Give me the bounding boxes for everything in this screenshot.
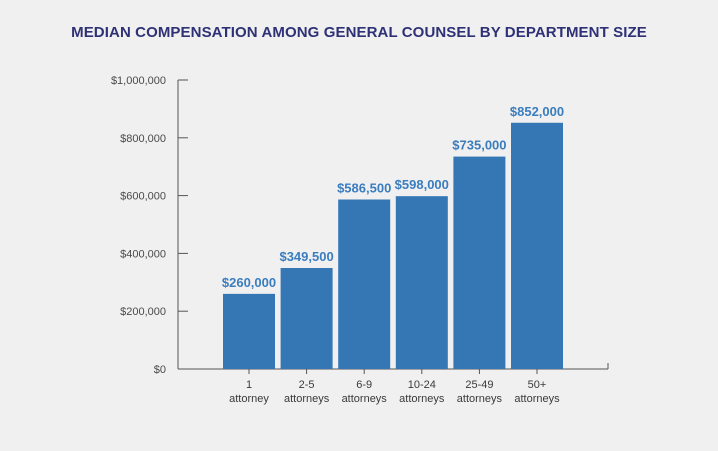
chart-title: MEDIAN COMPENSATION AMONG GENERAL COUNSE… <box>71 24 647 41</box>
x-category-label: attorneys <box>399 393 445 405</box>
bar <box>511 122 563 369</box>
y-axis: $0 $200,000 $400,000 $600,000 $800,000 $1,000… <box>111 75 188 376</box>
bar-value-label: $852,000 <box>510 104 564 119</box>
x-category-label: attorneys <box>284 393 330 405</box>
bar-value-label: $349,500 <box>279 249 333 264</box>
bar-value-label: $260,000 <box>222 275 276 290</box>
x-category-label: 25-49 <box>465 379 493 391</box>
bar <box>280 267 333 369</box>
bar <box>223 293 275 369</box>
y-tick-label: $0 <box>154 364 166 376</box>
y-tick-label: $400,000 <box>120 248 166 260</box>
x-category-label: attorneys <box>457 393 503 405</box>
x-category-label: attorney <box>229 393 269 405</box>
bar <box>453 156 506 369</box>
y-tick-label: $600,000 <box>120 191 166 203</box>
y-tick-label: $800,000 <box>120 133 166 145</box>
x-category-label: 6-9 <box>356 379 372 391</box>
x-category-label: attorneys <box>342 393 388 405</box>
x-category-label: 10-24 <box>408 379 436 391</box>
x-category-label: 1 <box>246 379 252 391</box>
x-axis: 1 attorney 2-5 attorneys 6-9 attorneys 10-24 at… <box>178 363 609 405</box>
x-category-label: 50+ <box>528 379 547 391</box>
bar-value-label: $735,000 <box>452 138 506 153</box>
data-labels: $260,000$349,500 $586,500 $598,000 $735,000… <box>222 104 564 290</box>
x-category-label: 2-5 <box>299 379 315 391</box>
x-category-label: attorneys <box>514 393 560 405</box>
bars <box>223 122 563 369</box>
bar-value-label: $586,500 <box>337 181 391 196</box>
bar <box>395 196 448 369</box>
y-tick-label: $1,000,000 <box>111 75 166 87</box>
bar <box>338 199 391 369</box>
y-tick-label: $200,000 <box>120 306 166 318</box>
bar-value-label: $598,000 <box>395 177 449 192</box>
